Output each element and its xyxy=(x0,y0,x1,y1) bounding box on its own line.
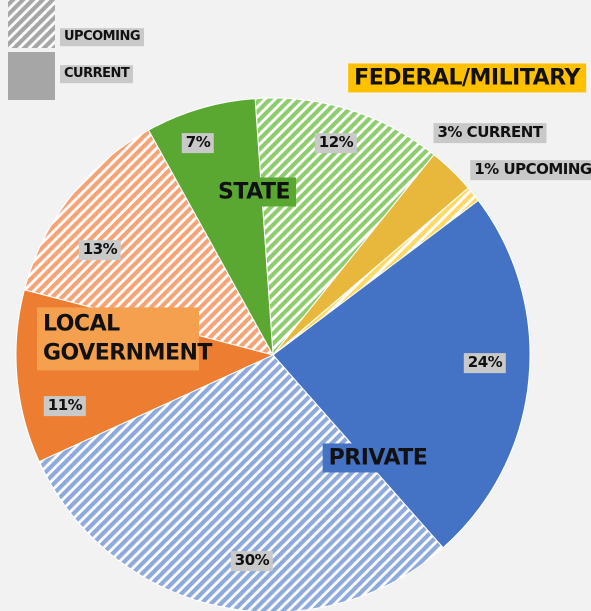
pie-slice xyxy=(272,199,531,549)
value-label: 7% xyxy=(181,133,215,153)
legend-swatch xyxy=(8,0,55,48)
value-label: 13% xyxy=(78,240,122,260)
legend-label: CURRENT xyxy=(60,65,134,83)
legend-swatch xyxy=(8,52,55,100)
group-label: LOCAL GOVERNMENT xyxy=(37,307,212,371)
group-label: STATE xyxy=(212,177,296,207)
value-label: 12% xyxy=(314,133,358,153)
value-label: 24% xyxy=(463,353,507,373)
pie-slice xyxy=(147,98,274,356)
legend-label: UPCOMING xyxy=(60,28,144,46)
group-label: PRIVATE xyxy=(322,443,434,473)
value-label: 11% xyxy=(43,396,87,416)
pie-slice xyxy=(38,354,444,611)
pie-slice xyxy=(23,129,275,356)
value-label: 30% xyxy=(230,551,274,571)
group-label: FEDERAL/MILITARY xyxy=(348,63,586,93)
value-label: 3% CURRENT xyxy=(433,123,547,143)
value-label: 1% UPCOMING xyxy=(470,160,591,180)
pie-slice xyxy=(254,97,435,357)
